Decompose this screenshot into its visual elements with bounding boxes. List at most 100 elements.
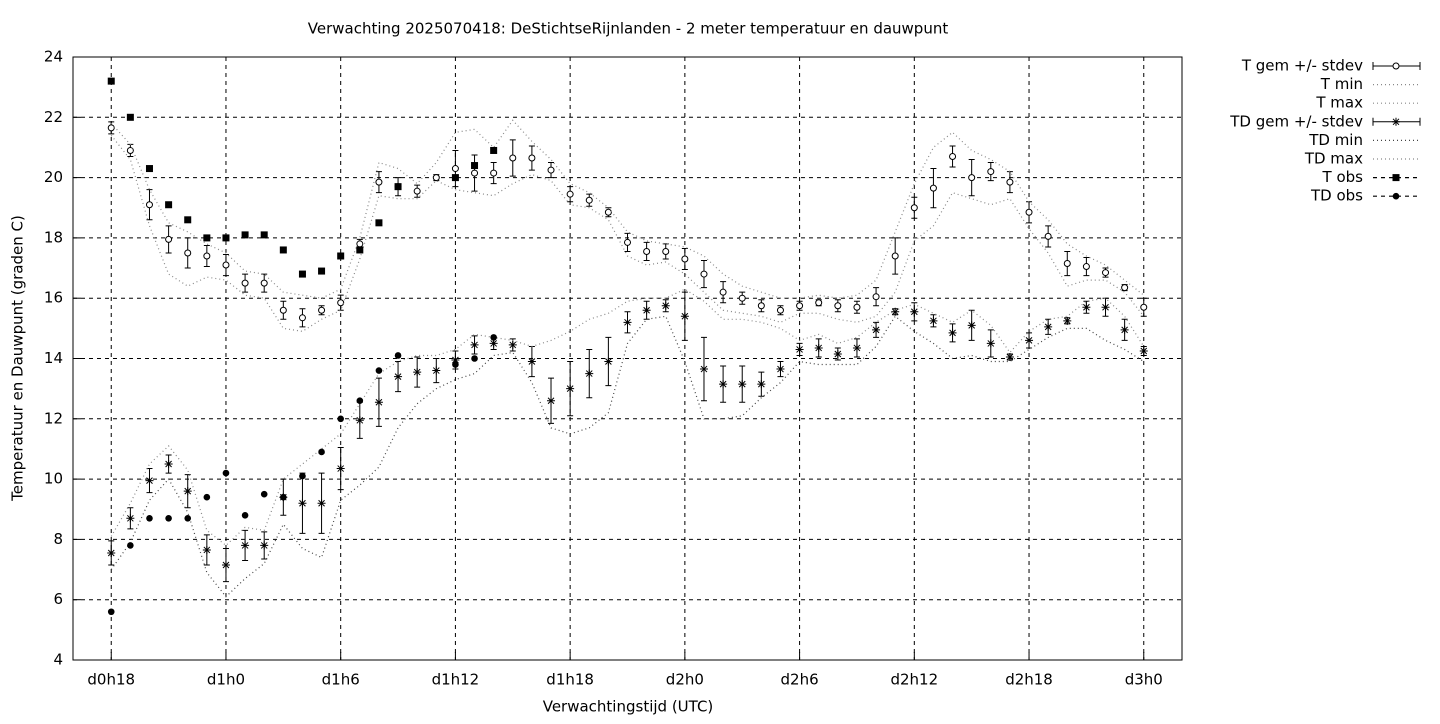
- point: [107, 608, 115, 616]
- point: [260, 490, 268, 498]
- y-tick-label: 8: [53, 530, 63, 548]
- point: [833, 349, 842, 358]
- point: [145, 476, 154, 485]
- point: [337, 252, 345, 260]
- point: [203, 493, 211, 501]
- point: [528, 154, 536, 162]
- point: [910, 204, 918, 212]
- point: [738, 294, 746, 302]
- x-tick-label: d2h12: [890, 671, 938, 689]
- chart-title: Verwachting 2025070418: DeStichtseRijnla…: [308, 20, 949, 38]
- point: [203, 252, 211, 260]
- point: [471, 162, 479, 170]
- y-tick-label: 18: [44, 228, 63, 246]
- point: [203, 234, 211, 242]
- point: [471, 355, 478, 362]
- line: [110, 119, 1145, 299]
- legend-swatch: [1392, 174, 1400, 182]
- point: [891, 252, 899, 260]
- point: [241, 279, 249, 287]
- point: [1139, 346, 1148, 355]
- point: [795, 345, 804, 354]
- point: [184, 216, 192, 224]
- line: [110, 135, 1145, 332]
- point: [891, 307, 900, 316]
- point: [1063, 260, 1071, 268]
- point: [318, 448, 325, 456]
- point: [1044, 232, 1052, 240]
- point: [834, 302, 842, 310]
- point: [776, 306, 784, 314]
- legend-label: TD min: [1308, 131, 1363, 149]
- y-tick-label: 4: [53, 651, 63, 669]
- point: [241, 511, 249, 519]
- point: [623, 318, 632, 327]
- point: [852, 343, 861, 352]
- point: [280, 493, 287, 501]
- point: [968, 174, 976, 182]
- point: [929, 184, 937, 192]
- x-axis-label: Verwachtingstijd (UTC): [543, 698, 714, 716]
- x-tick-label: d1h0: [207, 671, 245, 689]
- y-axis-label: Temperatuur en Dauwpunt (graden C): [9, 215, 27, 502]
- point: [604, 208, 612, 216]
- point: [126, 113, 134, 121]
- legend-label: T max: [1315, 94, 1363, 112]
- point: [451, 174, 459, 182]
- point: [165, 201, 173, 209]
- point: [165, 514, 172, 522]
- legend-label: T gem +/- stdev: [1241, 57, 1363, 75]
- point: [1005, 352, 1014, 361]
- point: [1063, 316, 1072, 325]
- point: [356, 397, 364, 405]
- point: [1025, 208, 1033, 216]
- point: [107, 548, 116, 557]
- point: [1025, 336, 1034, 345]
- x-tick-label: d1h6: [322, 671, 360, 689]
- point: [1101, 303, 1110, 312]
- point: [872, 293, 880, 301]
- point: [337, 415, 344, 423]
- point: [375, 178, 383, 186]
- point: [527, 357, 536, 366]
- point: [241, 231, 249, 239]
- point: [738, 380, 747, 389]
- legend-label: T obs: [1322, 168, 1364, 186]
- y-tick-label: 16: [44, 289, 63, 307]
- point: [165, 235, 173, 243]
- point: [1006, 178, 1014, 186]
- y-tick-label: 10: [44, 470, 63, 488]
- point: [184, 249, 192, 257]
- point: [451, 356, 460, 365]
- point: [509, 154, 517, 162]
- legend-label: TD gem +/- stdev: [1229, 112, 1363, 130]
- point: [336, 464, 345, 473]
- point: [949, 152, 957, 160]
- x-tick-label: d0h18: [87, 671, 135, 689]
- point: [1102, 269, 1110, 277]
- point: [681, 255, 689, 263]
- point: [547, 166, 555, 174]
- legend-label: TD obs: [1310, 187, 1363, 205]
- point: [967, 321, 976, 330]
- point: [471, 169, 479, 177]
- point: [317, 499, 326, 508]
- point: [566, 190, 574, 198]
- y-tick-label: 24: [44, 48, 63, 66]
- point: [490, 334, 497, 341]
- point: [222, 234, 230, 242]
- point: [585, 369, 594, 378]
- point: [298, 499, 307, 508]
- point: [796, 302, 804, 310]
- point: [1140, 303, 1148, 311]
- line: [110, 315, 1145, 598]
- point: [394, 352, 402, 359]
- point: [202, 545, 211, 554]
- point: [987, 168, 995, 176]
- y-tick-label: 14: [44, 349, 63, 367]
- point: [394, 183, 402, 191]
- point: [318, 306, 326, 314]
- point: [815, 299, 823, 307]
- point: [853, 303, 861, 311]
